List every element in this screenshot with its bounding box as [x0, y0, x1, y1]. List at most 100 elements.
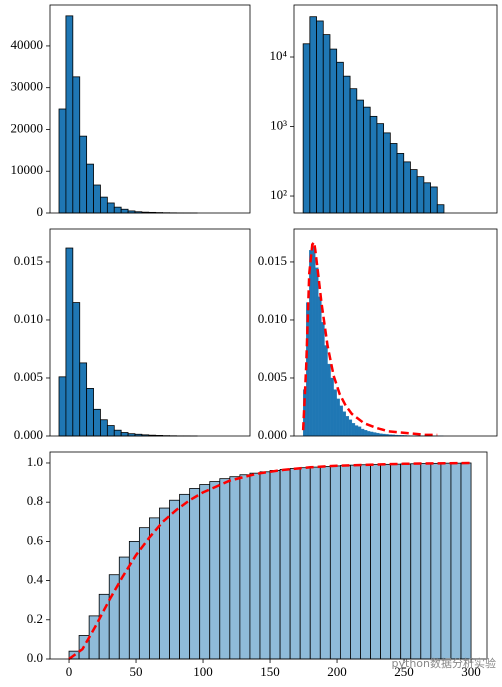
bar [86, 388, 94, 437]
bar [380, 463, 392, 660]
bar [65, 15, 74, 214]
bar [373, 432, 377, 437]
bar [86, 163, 94, 214]
y-tick-label: 10000 [11, 162, 44, 177]
bar [249, 472, 261, 660]
axes-frame [49, 4, 251, 214]
bar [342, 411, 346, 437]
bar [363, 106, 371, 214]
bar [430, 462, 442, 660]
x-tick-label: 0 [66, 664, 73, 679]
bar [322, 34, 331, 214]
x-tick-label: 50 [130, 664, 143, 679]
bar [199, 484, 211, 660]
bar [309, 16, 317, 214]
bar [321, 322, 325, 437]
axes-frame [49, 451, 488, 660]
bar [189, 488, 201, 660]
bar [120, 432, 129, 437]
watermark: python数据分析实验 [392, 656, 496, 670]
y-tick-label: 20000 [11, 120, 44, 135]
bar [169, 499, 180, 660]
y-tick-label: 1.0 [27, 454, 43, 469]
bar [370, 464, 381, 660]
y-tick-label: 0.4 [27, 572, 44, 587]
density-line [68, 461, 472, 661]
axes-frame [293, 228, 498, 437]
bar [410, 169, 418, 214]
y-tick-label: 0.6 [27, 532, 44, 547]
bar [319, 466, 331, 660]
y-tick-label: 0.010 [258, 311, 287, 326]
y-tick-label: 30000 [11, 79, 44, 94]
bar [383, 132, 391, 214]
bar [389, 143, 398, 214]
bar [351, 423, 356, 437]
bar [363, 430, 368, 437]
bar [416, 176, 425, 214]
bar [357, 426, 362, 437]
x-tick-label: 250 [394, 664, 414, 679]
y-tick-label: 0.2 [27, 611, 43, 626]
bar [106, 425, 115, 437]
bar [239, 474, 251, 660]
bar [349, 88, 358, 214]
x-tick-label: 100 [193, 664, 213, 679]
y-tick-label: 0.0 [27, 650, 43, 665]
bar [315, 267, 319, 437]
bar [370, 431, 374, 437]
bar [179, 493, 191, 660]
bar [120, 208, 129, 214]
density-line [301, 239, 438, 437]
bar [79, 135, 88, 214]
bar [350, 464, 361, 660]
bar [93, 408, 101, 437]
x-tick-label: 300 [461, 664, 481, 679]
bar [229, 476, 241, 660]
y-tick-label: 0.010 [14, 311, 43, 326]
bar [336, 61, 344, 214]
bar [333, 389, 337, 437]
bar [440, 462, 452, 660]
bar [100, 196, 108, 214]
y-tick-label: 0.015 [14, 253, 43, 268]
y-tick-label: 10⁴ [269, 48, 287, 63]
bar [259, 471, 271, 660]
y-tick-label: 0.015 [258, 253, 287, 268]
bar [118, 556, 130, 660]
y-tick-label: 40000 [11, 37, 44, 52]
bar [318, 296, 322, 437]
bar [423, 182, 431, 214]
bar [302, 43, 311, 214]
y-tick-label: 0.000 [14, 427, 43, 442]
bar [279, 469, 291, 660]
bar [327, 363, 331, 437]
bar [390, 463, 402, 660]
bar [309, 250, 313, 437]
bar [360, 428, 365, 437]
bar [356, 99, 364, 214]
bar [113, 206, 122, 214]
x-tick-label: 200 [327, 664, 347, 679]
x-tick-label: 150 [260, 664, 280, 679]
bar [354, 425, 359, 437]
bar [336, 398, 340, 437]
bar [316, 20, 324, 214]
bar [289, 468, 301, 660]
y-tick-label: 0.005 [258, 369, 287, 384]
bar [159, 507, 170, 660]
bar [106, 202, 115, 214]
bar [376, 432, 380, 437]
bar [58, 108, 67, 214]
y-tick-label: 0.005 [14, 369, 43, 384]
bar [342, 75, 351, 214]
bar [329, 48, 338, 214]
bar [72, 76, 81, 214]
axes-frame [49, 228, 251, 437]
bar [430, 186, 438, 214]
bar [339, 405, 343, 437]
y-tick-label: 0.000 [258, 427, 287, 442]
bar [339, 465, 351, 660]
y-tick-label: 10³ [270, 118, 287, 133]
